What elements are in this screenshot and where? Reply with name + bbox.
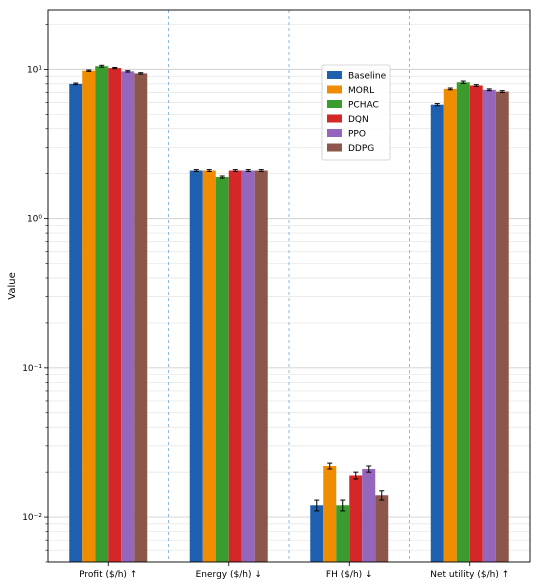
bar	[108, 68, 122, 562]
x-tick-label: FH ($/h) ↓	[326, 570, 373, 580]
legend-swatch	[327, 114, 342, 123]
y-tick-label: 10⁻¹	[22, 364, 42, 374]
bar	[482, 89, 496, 562]
legend-label: DDPG	[348, 144, 374, 154]
y-tick-label: 10¹	[27, 65, 42, 75]
bar	[228, 170, 242, 563]
legend-swatch	[327, 71, 342, 79]
bar	[375, 495, 389, 562]
bar	[443, 88, 457, 562]
bar	[323, 465, 337, 562]
bar	[254, 170, 268, 563]
bar	[189, 170, 203, 563]
legend-label: PCHAC	[348, 101, 379, 111]
y-axis-label: Value	[7, 272, 18, 299]
bar	[121, 71, 135, 562]
legend-label: DQN	[348, 115, 369, 125]
bar	[82, 70, 96, 563]
bar	[95, 66, 109, 563]
legend-label: MORL	[348, 86, 374, 96]
x-tick-label: Profit ($/h) ↑	[79, 570, 137, 580]
axes-frame	[47, 9, 531, 563]
legend-swatch	[327, 85, 342, 94]
bar	[430, 104, 444, 562]
bar	[310, 505, 324, 562]
bar	[69, 83, 83, 562]
legend-swatch	[327, 143, 342, 152]
bar	[362, 468, 376, 562]
bar	[469, 85, 483, 563]
bar	[241, 170, 255, 563]
y-tick-label: 10⁰	[27, 215, 42, 225]
bar	[215, 177, 229, 562]
legend-label: Baseline	[348, 72, 387, 82]
x-tick-label: Energy ($/h) ↓	[196, 570, 262, 580]
legend-swatch	[327, 100, 342, 108]
bar	[134, 73, 148, 563]
y-tick-label: 10⁻²	[22, 513, 42, 523]
bar	[456, 82, 470, 563]
legend-swatch	[327, 129, 342, 137]
legend-label: PPO	[348, 130, 366, 140]
bar	[202, 170, 216, 563]
bar	[349, 475, 363, 562]
bar	[336, 505, 350, 562]
x-tick-label: Net utility ($/h) ↑	[430, 570, 509, 580]
bar	[495, 91, 509, 563]
